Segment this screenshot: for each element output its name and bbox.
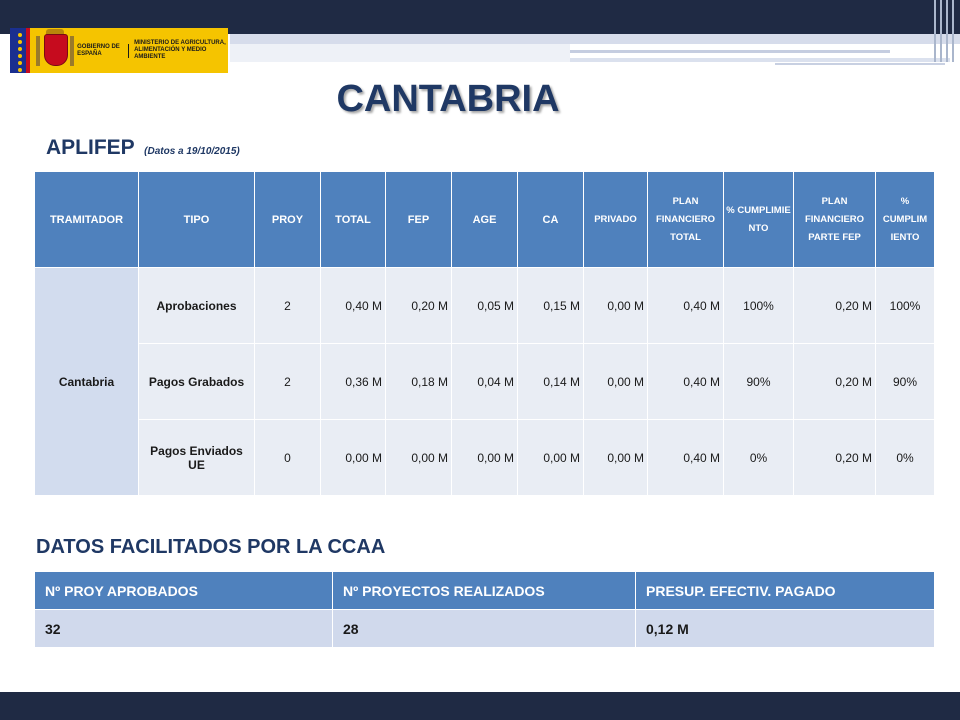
corner-decoration-bars [928, 0, 960, 62]
table-cell: 0,40 M [647, 267, 724, 344]
ccaa-data-table: Nº PROY APROBADOS Nº PROYECTOS REALIZADO… [34, 571, 935, 648]
table-cell: 0,04 M [451, 343, 518, 420]
table-header-row: TRAMITADOR TIPO PROY TOTAL FEP AGE CA PR… [34, 171, 935, 268]
column-header: AGE [451, 171, 518, 268]
table-cell: 0% [723, 419, 794, 496]
section-title-ccaa: DATOS FACILITADOS POR LA CCAA [36, 536, 386, 558]
table-cell: 2 [254, 267, 321, 344]
column-header: PLAN FINANCIERO TOTAL [647, 171, 724, 268]
table-cell: 0,00 M [583, 343, 648, 420]
table-cell: 0,00 M [385, 419, 452, 496]
table-cell: 0,40 M [320, 267, 386, 344]
table-cell: 90% [723, 343, 794, 420]
table-cell: 100% [875, 267, 935, 344]
column-header: TOTAL [320, 171, 386, 268]
top-decoration-line [570, 58, 950, 62]
table-cell: 0 [254, 419, 321, 496]
column-header: CA [517, 171, 584, 268]
table-cell: 0,36 M [320, 343, 386, 420]
section-subtitle: APLIFEP (Datos a 19/10/2015) [46, 136, 240, 160]
aplifep-table: TRAMITADOR TIPO PROY TOTAL FEP AGE CA PR… [34, 171, 935, 496]
column-header: PLAN FINANCIERO PARTE FEP [793, 171, 876, 268]
column-header: TRAMITADOR [34, 171, 139, 268]
table-cell: 0,20 M [793, 419, 876, 496]
column-header: Nº PROY APROBADOS [34, 571, 333, 610]
table-row: Pagos Grabados 2 0,36 M 0,18 M 0,04 M 0,… [35, 343, 935, 420]
table-row: Cantabria Aprobaciones 2 0,40 M 0,20 M 0… [34, 267, 935, 496]
table-cell: 0,20 M [793, 267, 876, 344]
top-decoration-line [570, 50, 890, 53]
top-decoration-stripe [230, 44, 570, 62]
table-cell: 0,40 M [647, 419, 724, 496]
table-row: Pagos Enviados UE 0 0,00 M 0,00 M 0,00 M… [35, 419, 935, 496]
table-cell: 0,12 M [635, 609, 935, 648]
table-row: 32 28 0,12 M [34, 609, 935, 648]
column-header: FEP [385, 171, 452, 268]
top-decoration-line [775, 63, 945, 65]
coat-of-arms-icon [32, 28, 74, 73]
table-cell: 0,20 M [385, 267, 452, 344]
table-cell: 0,00 M [583, 267, 648, 344]
table-cell: 0,20 M [793, 343, 876, 420]
table-cell: 90% [875, 343, 935, 420]
table-cell: 0,05 M [451, 267, 518, 344]
top-decoration-stripe [230, 34, 960, 44]
column-header: TIPO [138, 171, 255, 268]
table-cell: 0,00 M [517, 419, 584, 496]
subtitle-label: APLIFEP [46, 136, 135, 159]
column-header: % CUMPLIMIE NTO [723, 171, 794, 268]
table-cell: 0,40 M [647, 343, 724, 420]
table-cell: 32 [34, 609, 333, 648]
column-header: Nº PROYECTOS REALIZADOS [332, 571, 636, 610]
table-cell: 0,00 M [451, 419, 518, 496]
bottom-banner [0, 692, 960, 720]
tipo-cell: Pagos Enviados UE [138, 419, 255, 496]
table-cell: 0,15 M [517, 267, 584, 344]
table-cell: 0% [875, 419, 935, 496]
logo-ministry-text: MINISTERIO DE AGRICULTURA, ALIMENTACIÓN … [134, 40, 226, 60]
table-cell: 0,18 M [385, 343, 452, 420]
eu-flag-icon [10, 28, 30, 73]
government-logo: GOBIERNO DE ESPAÑA MINISTERIO DE AGRICUL… [10, 28, 228, 73]
table-cell: 100% [723, 267, 794, 344]
subtitle-date: (Datos a 19/10/2015) [144, 146, 240, 157]
page-title: CANTABRIA [336, 78, 560, 120]
logo-government-text: GOBIERNO DE ESPAÑA [77, 43, 130, 58]
column-header: PRIVADO [583, 171, 648, 268]
table-cell: 0,00 M [320, 419, 386, 496]
column-header: PROY [254, 171, 321, 268]
column-header: % CUMPLIM IENTO [875, 171, 935, 268]
tramitador-cell: Cantabria [34, 267, 139, 496]
table-cell: 28 [332, 609, 636, 648]
table-header-row: Nº PROY APROBADOS Nº PROYECTOS REALIZADO… [34, 571, 935, 610]
tipo-cell: Aprobaciones [138, 267, 255, 344]
table-cell: 0,14 M [517, 343, 584, 420]
table-cell: 2 [254, 343, 321, 420]
table-cell: 0,00 M [583, 419, 648, 496]
tipo-cell: Pagos Grabados [138, 343, 255, 420]
column-header: PRESUP. EFECTIV. PAGADO [635, 571, 935, 610]
